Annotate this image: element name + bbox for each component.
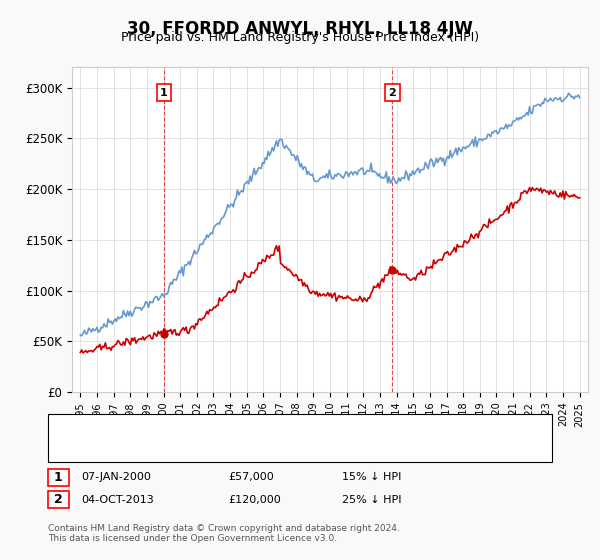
Text: 04-OCT-2013: 04-OCT-2013 (81, 494, 154, 505)
Text: HPI: Average price, detached house, Denbighshire: HPI: Average price, detached house, Denb… (84, 437, 346, 447)
Text: 30, FFORDD ANWYL, RHYL, LL18 4JW (detached house): 30, FFORDD ANWYL, RHYL, LL18 4JW (detach… (84, 422, 370, 432)
Text: 2: 2 (389, 87, 396, 97)
Text: 15% ↓ HPI: 15% ↓ HPI (342, 472, 401, 482)
Text: 07-JAN-2000: 07-JAN-2000 (81, 472, 151, 482)
Text: —: — (63, 417, 82, 436)
Text: Contains HM Land Registry data © Crown copyright and database right 2024.
This d: Contains HM Land Registry data © Crown c… (48, 524, 400, 543)
Text: —: — (63, 433, 82, 452)
Text: 1: 1 (54, 470, 62, 484)
Text: £120,000: £120,000 (228, 494, 281, 505)
Text: 2: 2 (54, 493, 62, 506)
Text: £57,000: £57,000 (228, 472, 274, 482)
Text: 25% ↓ HPI: 25% ↓ HPI (342, 494, 401, 505)
Text: 30, FFORDD ANWYL, RHYL, LL18 4JW: 30, FFORDD ANWYL, RHYL, LL18 4JW (127, 20, 473, 38)
Text: 1: 1 (160, 87, 168, 97)
Text: Price paid vs. HM Land Registry's House Price Index (HPI): Price paid vs. HM Land Registry's House … (121, 31, 479, 44)
